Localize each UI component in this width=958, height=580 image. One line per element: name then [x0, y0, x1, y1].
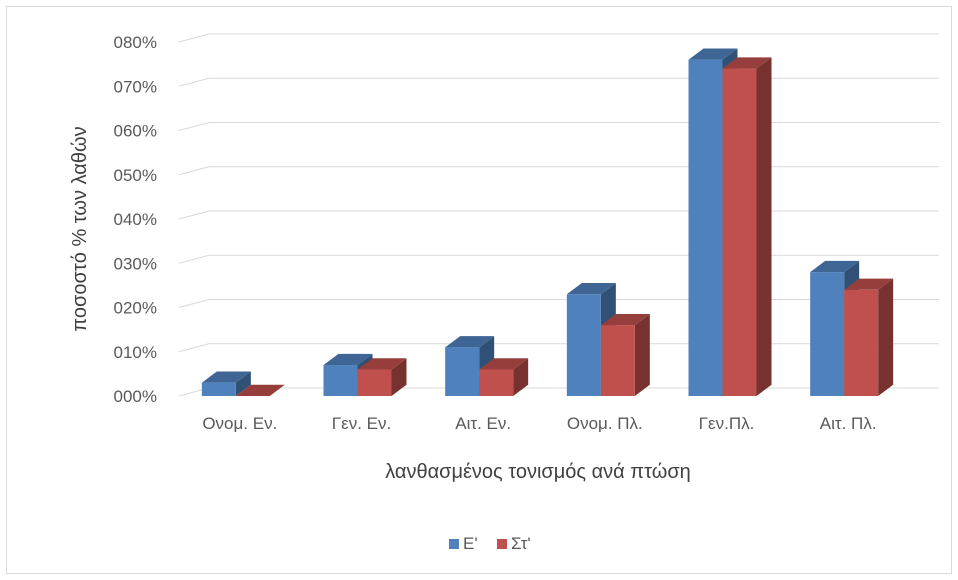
- bar-front: [688, 59, 723, 396]
- y-tick-label: 000%: [114, 387, 157, 406]
- bar-top: [357, 358, 407, 370]
- x-axis-ticks: Ονομ. Εν. Γεν. Εν. Αιτ. Εν. Ονομ. Πλ. Γεν.Πλ…: [202, 414, 876, 433]
- legend-item: Ε': [449, 534, 478, 553]
- y-tick-label: 060%: [114, 122, 157, 141]
- bar: [357, 358, 407, 396]
- bar: [810, 260, 860, 396]
- bar-side: [634, 314, 650, 396]
- bar-chart: 000% 010% 020% 030% 040% 050% 060% 070% 080% Ονο…: [69, 33, 939, 553]
- y-tick-label: 080%: [114, 33, 157, 52]
- bar: [600, 314, 650, 396]
- bar-front: [479, 369, 514, 396]
- legend-label: Ε': [463, 534, 478, 553]
- bar: [235, 384, 285, 396]
- gridline-depth: [178, 343, 210, 353]
- x-tick-label: Γεν.Πλ.: [699, 414, 755, 433]
- legend-swatch: [449, 539, 459, 549]
- bar: [201, 371, 251, 396]
- chart-frame: 000% 010% 020% 030% 040% 050% 060% 070% 080% Ονο…: [6, 6, 952, 574]
- bar-front: [201, 382, 236, 396]
- bar-front: [357, 369, 392, 396]
- y-tick-label: 070%: [114, 77, 157, 96]
- bar-side: [235, 371, 251, 396]
- x-tick-label: Ονομ. Πλ.: [567, 414, 643, 433]
- gridline-depth: [178, 122, 210, 131]
- gridline-depth: [178, 77, 210, 87]
- bar-front: [600, 325, 635, 396]
- gridline-depth: [178, 166, 210, 176]
- bar-top: [479, 358, 529, 370]
- bar-front: [323, 365, 358, 396]
- bar-top: [810, 260, 860, 273]
- y-axis-label: ποσοστό % των λαθών: [69, 126, 91, 331]
- legend-swatch: [497, 539, 507, 549]
- bar-side: [513, 358, 529, 396]
- x-tick-label: Ονομ. Εν.: [202, 414, 277, 433]
- legend-label: Στ': [511, 534, 531, 553]
- bar-front: [722, 68, 757, 397]
- y-tick-label: 020%: [114, 299, 157, 318]
- x-axis-label: λανθασμένος τονισμός ανά πτώση: [385, 461, 691, 483]
- y-tick-label: 030%: [114, 254, 157, 273]
- bar-front: [844, 289, 879, 396]
- bar-top: [844, 278, 894, 290]
- bar-top: [323, 353, 373, 366]
- bar-front: [566, 294, 601, 396]
- bars: [201, 48, 894, 397]
- y-tick-label: 010%: [114, 343, 157, 362]
- bar-top: [722, 57, 772, 69]
- y-tick-label: 050%: [114, 166, 157, 185]
- bar: [844, 278, 894, 396]
- x-tick-label: Αιτ. Πλ.: [820, 414, 877, 433]
- x-tick-label: Αιτ. Εν.: [455, 414, 511, 433]
- bar-top: [201, 371, 251, 383]
- bar: [722, 57, 772, 397]
- legend-item: Στ': [497, 534, 531, 553]
- bar-top: [600, 314, 650, 326]
- y-tick-label: 040%: [114, 210, 157, 229]
- x-tick-label: Γεν. Εν.: [332, 414, 391, 433]
- bar-front: [445, 347, 480, 396]
- bar-top: [688, 48, 738, 60]
- gridline-depth: [178, 33, 210, 43]
- y-axis-ticks: 000% 010% 020% 030% 040% 050% 060% 070% 080%: [114, 33, 157, 406]
- bar-top: [445, 336, 495, 348]
- legend: Ε' Στ': [449, 534, 531, 553]
- bar: [479, 358, 529, 396]
- bar-side: [391, 358, 407, 396]
- bar-front: [810, 272, 845, 396]
- gridline-depth: [178, 210, 210, 220]
- gridline-depth: [178, 254, 210, 264]
- bar-side: [878, 278, 894, 396]
- bar-side: [756, 57, 772, 396]
- bar-top: [235, 384, 285, 396]
- gridline-depth: [178, 299, 210, 308]
- bar-top: [566, 283, 616, 295]
